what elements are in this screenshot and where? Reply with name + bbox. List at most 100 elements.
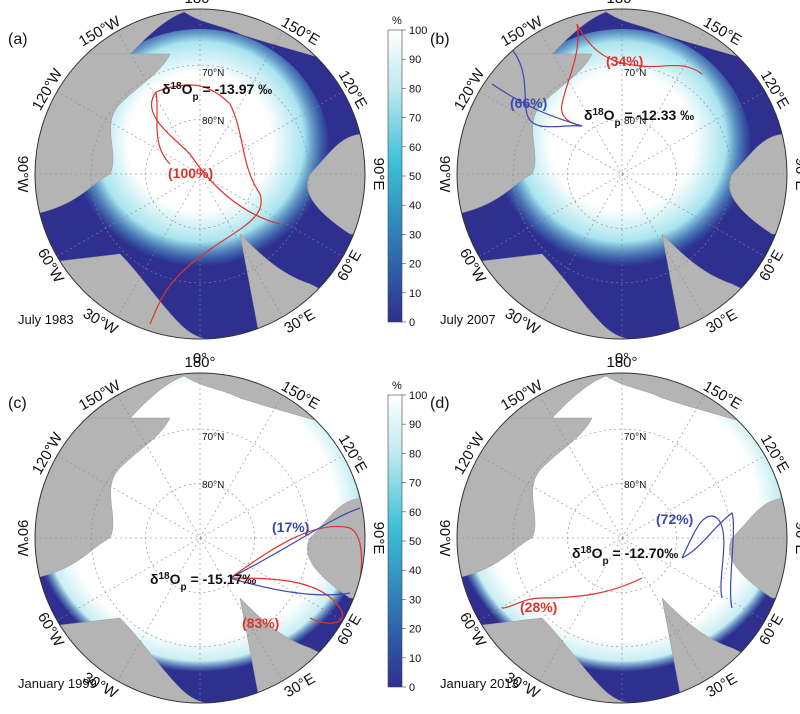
- lon-label: 90°E: [792, 522, 800, 555]
- isotope-value: δ18Op = -12.70‰: [572, 545, 678, 567]
- isotope-value: δ18Op = -13.97 ‰: [162, 81, 272, 103]
- lon-label: 180°: [184, 0, 215, 7]
- colorbar-tick-label: 10: [409, 288, 421, 300]
- lat-label-70n: 70°N: [624, 432, 646, 443]
- isotope-value: δ18Op = -15.17‰: [150, 571, 256, 593]
- source-percentage: (83%): [242, 615, 279, 631]
- panel-date: January 2013: [440, 676, 519, 691]
- trajectory-path: [576, 23, 703, 75]
- panel-date: July 1983: [18, 312, 74, 327]
- colorbar-tick-label: 90: [409, 419, 421, 431]
- colorbar-tick-label: 50: [409, 536, 421, 548]
- colorbar-ramp: [387, 394, 403, 688]
- lat-label-80n: 80°N: [624, 116, 646, 127]
- map-body: [457, 9, 787, 339]
- lon-label: 90°W: [436, 520, 453, 558]
- colorbar-tick-label: 40: [409, 565, 421, 577]
- land-mass: [457, 53, 593, 215]
- map-border: [456, 8, 788, 340]
- land-mass: [729, 497, 787, 599]
- trajectory-path: [681, 515, 725, 599]
- lat-label-70n: 70°N: [202, 68, 224, 79]
- meridian-line: [539, 394, 705, 682]
- lon-label: 90°E: [370, 522, 387, 555]
- source-percentage: (72%): [656, 511, 693, 527]
- colorbar-tick-label: 50: [409, 171, 421, 183]
- panel-label: (b): [430, 31, 450, 48]
- map-panel-d: 70°N80°N180°0°150°W120°W150°E120°E90°W90…: [430, 354, 800, 714]
- isotope-value: δ18Op = -12.33 ‰: [584, 107, 694, 129]
- colorbar-tick-label: 90: [409, 54, 421, 66]
- colorbar-tick-label: 30: [409, 594, 421, 606]
- trajectory-path: [229, 577, 344, 624]
- lon-label: 180°: [184, 354, 215, 371]
- map-border: [34, 372, 366, 704]
- lat-label-80n: 80°N: [202, 116, 224, 127]
- source-percentage: (34%): [606, 53, 643, 69]
- lat-label-80n: 80°N: [202, 480, 224, 491]
- source-percentage: (66%): [510, 95, 547, 111]
- land-mass: [35, 53, 171, 215]
- panel-label: (c): [8, 395, 27, 412]
- trajectory-path: [681, 512, 735, 609]
- colorbar-tick-label: 40: [409, 200, 421, 212]
- colorbar-tick-label: 80: [409, 448, 421, 460]
- trajectory-path: [229, 577, 351, 596]
- lon-label: 90°E: [370, 158, 387, 191]
- trajectory-path: [560, 23, 583, 127]
- lat-label-70n: 70°N: [624, 68, 646, 79]
- lon-label: 180°: [606, 0, 637, 7]
- colorbar-tick-label: 100: [409, 25, 427, 37]
- lat-label-70n: 70°N: [202, 432, 224, 443]
- land-mass: [35, 417, 171, 579]
- lon-label: 90°W: [14, 520, 31, 558]
- colorbar-tick-label: 100: [409, 390, 427, 402]
- source-percentage: (17%): [272, 519, 309, 535]
- trajectory-path: [149, 84, 262, 325]
- map-panel-a: 70°N80°N180°0°150°W120°W150°E120°E90°W90…: [8, 0, 387, 367]
- colorbar-tick-label: 20: [409, 624, 421, 636]
- lon-label: 0°: [615, 350, 629, 367]
- map-border: [456, 372, 788, 704]
- colorbar-tick-label: 10: [409, 653, 421, 665]
- map-panel-b: 70°N80°N180°0°150°W120°W150°E120°E90°W90…: [430, 0, 800, 367]
- colorbar-tick-label: 0: [409, 682, 415, 694]
- colorbar-tick-label: 0: [409, 317, 415, 329]
- colorbar-tick-label: 60: [409, 142, 421, 154]
- lon-label: 90°E: [792, 158, 800, 191]
- lon-label: 0°: [193, 350, 207, 367]
- colorbar-tick-label: 80: [409, 83, 421, 95]
- source-percentage: (100%): [168, 165, 213, 181]
- land-mass: [729, 133, 787, 235]
- colorbar-tick-label: 20: [409, 259, 421, 271]
- lon-label: 180°: [606, 354, 637, 371]
- colorbar-tick-label: 70: [409, 478, 421, 490]
- panel-date: July 2007: [440, 312, 496, 327]
- lon-label: 90°W: [14, 156, 31, 194]
- source-percentage: (28%): [520, 599, 557, 615]
- land-mass: [457, 417, 593, 579]
- trajectory-path: [491, 83, 583, 127]
- meridian-line: [117, 30, 283, 318]
- trajectory-path: [229, 507, 361, 579]
- land-mass: [307, 497, 365, 599]
- meridian-line: [117, 394, 283, 682]
- panel-label: (a): [8, 31, 28, 48]
- map-border: [34, 8, 366, 340]
- colorbar-tick-label: 30: [409, 229, 421, 241]
- colorbar-tick-label: 70: [409, 113, 421, 125]
- map-panel-c: 70°N80°N180°0°150°W120°W150°E120°E90°W90…: [8, 354, 387, 714]
- trajectory-path: [155, 91, 171, 165]
- trajectory-path: [501, 577, 643, 609]
- meridian-line: [539, 30, 705, 318]
- trajectory-path: [150, 91, 281, 225]
- panel-date: January 1999: [18, 676, 97, 691]
- colorbar-unit: %: [392, 380, 402, 392]
- lon-label: 90°W: [436, 156, 453, 194]
- colorbar-ramp: [387, 29, 403, 323]
- land-mass: [307, 133, 365, 235]
- trajectory-path: [501, 38, 583, 128]
